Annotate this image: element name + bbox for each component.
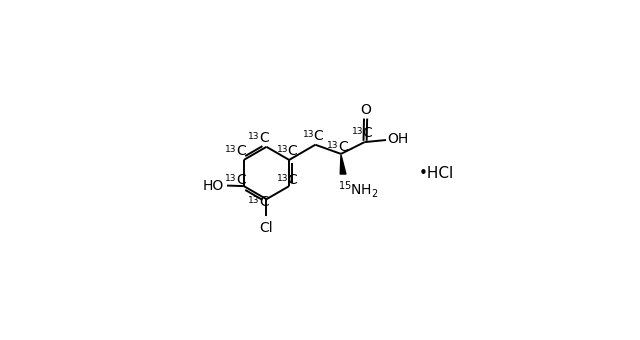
Text: O: O (360, 103, 371, 117)
Text: HO: HO (202, 178, 223, 192)
Text: 13: 13 (277, 145, 289, 154)
Text: C: C (236, 144, 246, 158)
Text: C: C (259, 131, 269, 145)
Text: 13: 13 (327, 141, 339, 150)
Text: $^{15}$NH$_2$: $^{15}$NH$_2$ (339, 179, 379, 200)
Text: 13: 13 (225, 174, 236, 183)
Text: C: C (338, 140, 348, 154)
Text: C: C (313, 129, 323, 143)
Text: 13: 13 (248, 195, 260, 205)
Text: C: C (287, 173, 297, 187)
Text: 13: 13 (277, 174, 289, 183)
Text: Cl: Cl (260, 221, 273, 235)
Text: OH: OH (387, 133, 408, 147)
Text: 13: 13 (303, 130, 314, 139)
Text: C: C (236, 173, 246, 187)
Text: 13: 13 (352, 127, 364, 136)
Text: C: C (362, 126, 372, 140)
Polygon shape (340, 155, 346, 174)
Text: •HCl: •HCl (419, 166, 454, 181)
Text: C: C (287, 144, 297, 158)
Text: 13: 13 (248, 132, 260, 141)
Text: 13: 13 (225, 145, 236, 154)
Text: C: C (259, 195, 269, 209)
